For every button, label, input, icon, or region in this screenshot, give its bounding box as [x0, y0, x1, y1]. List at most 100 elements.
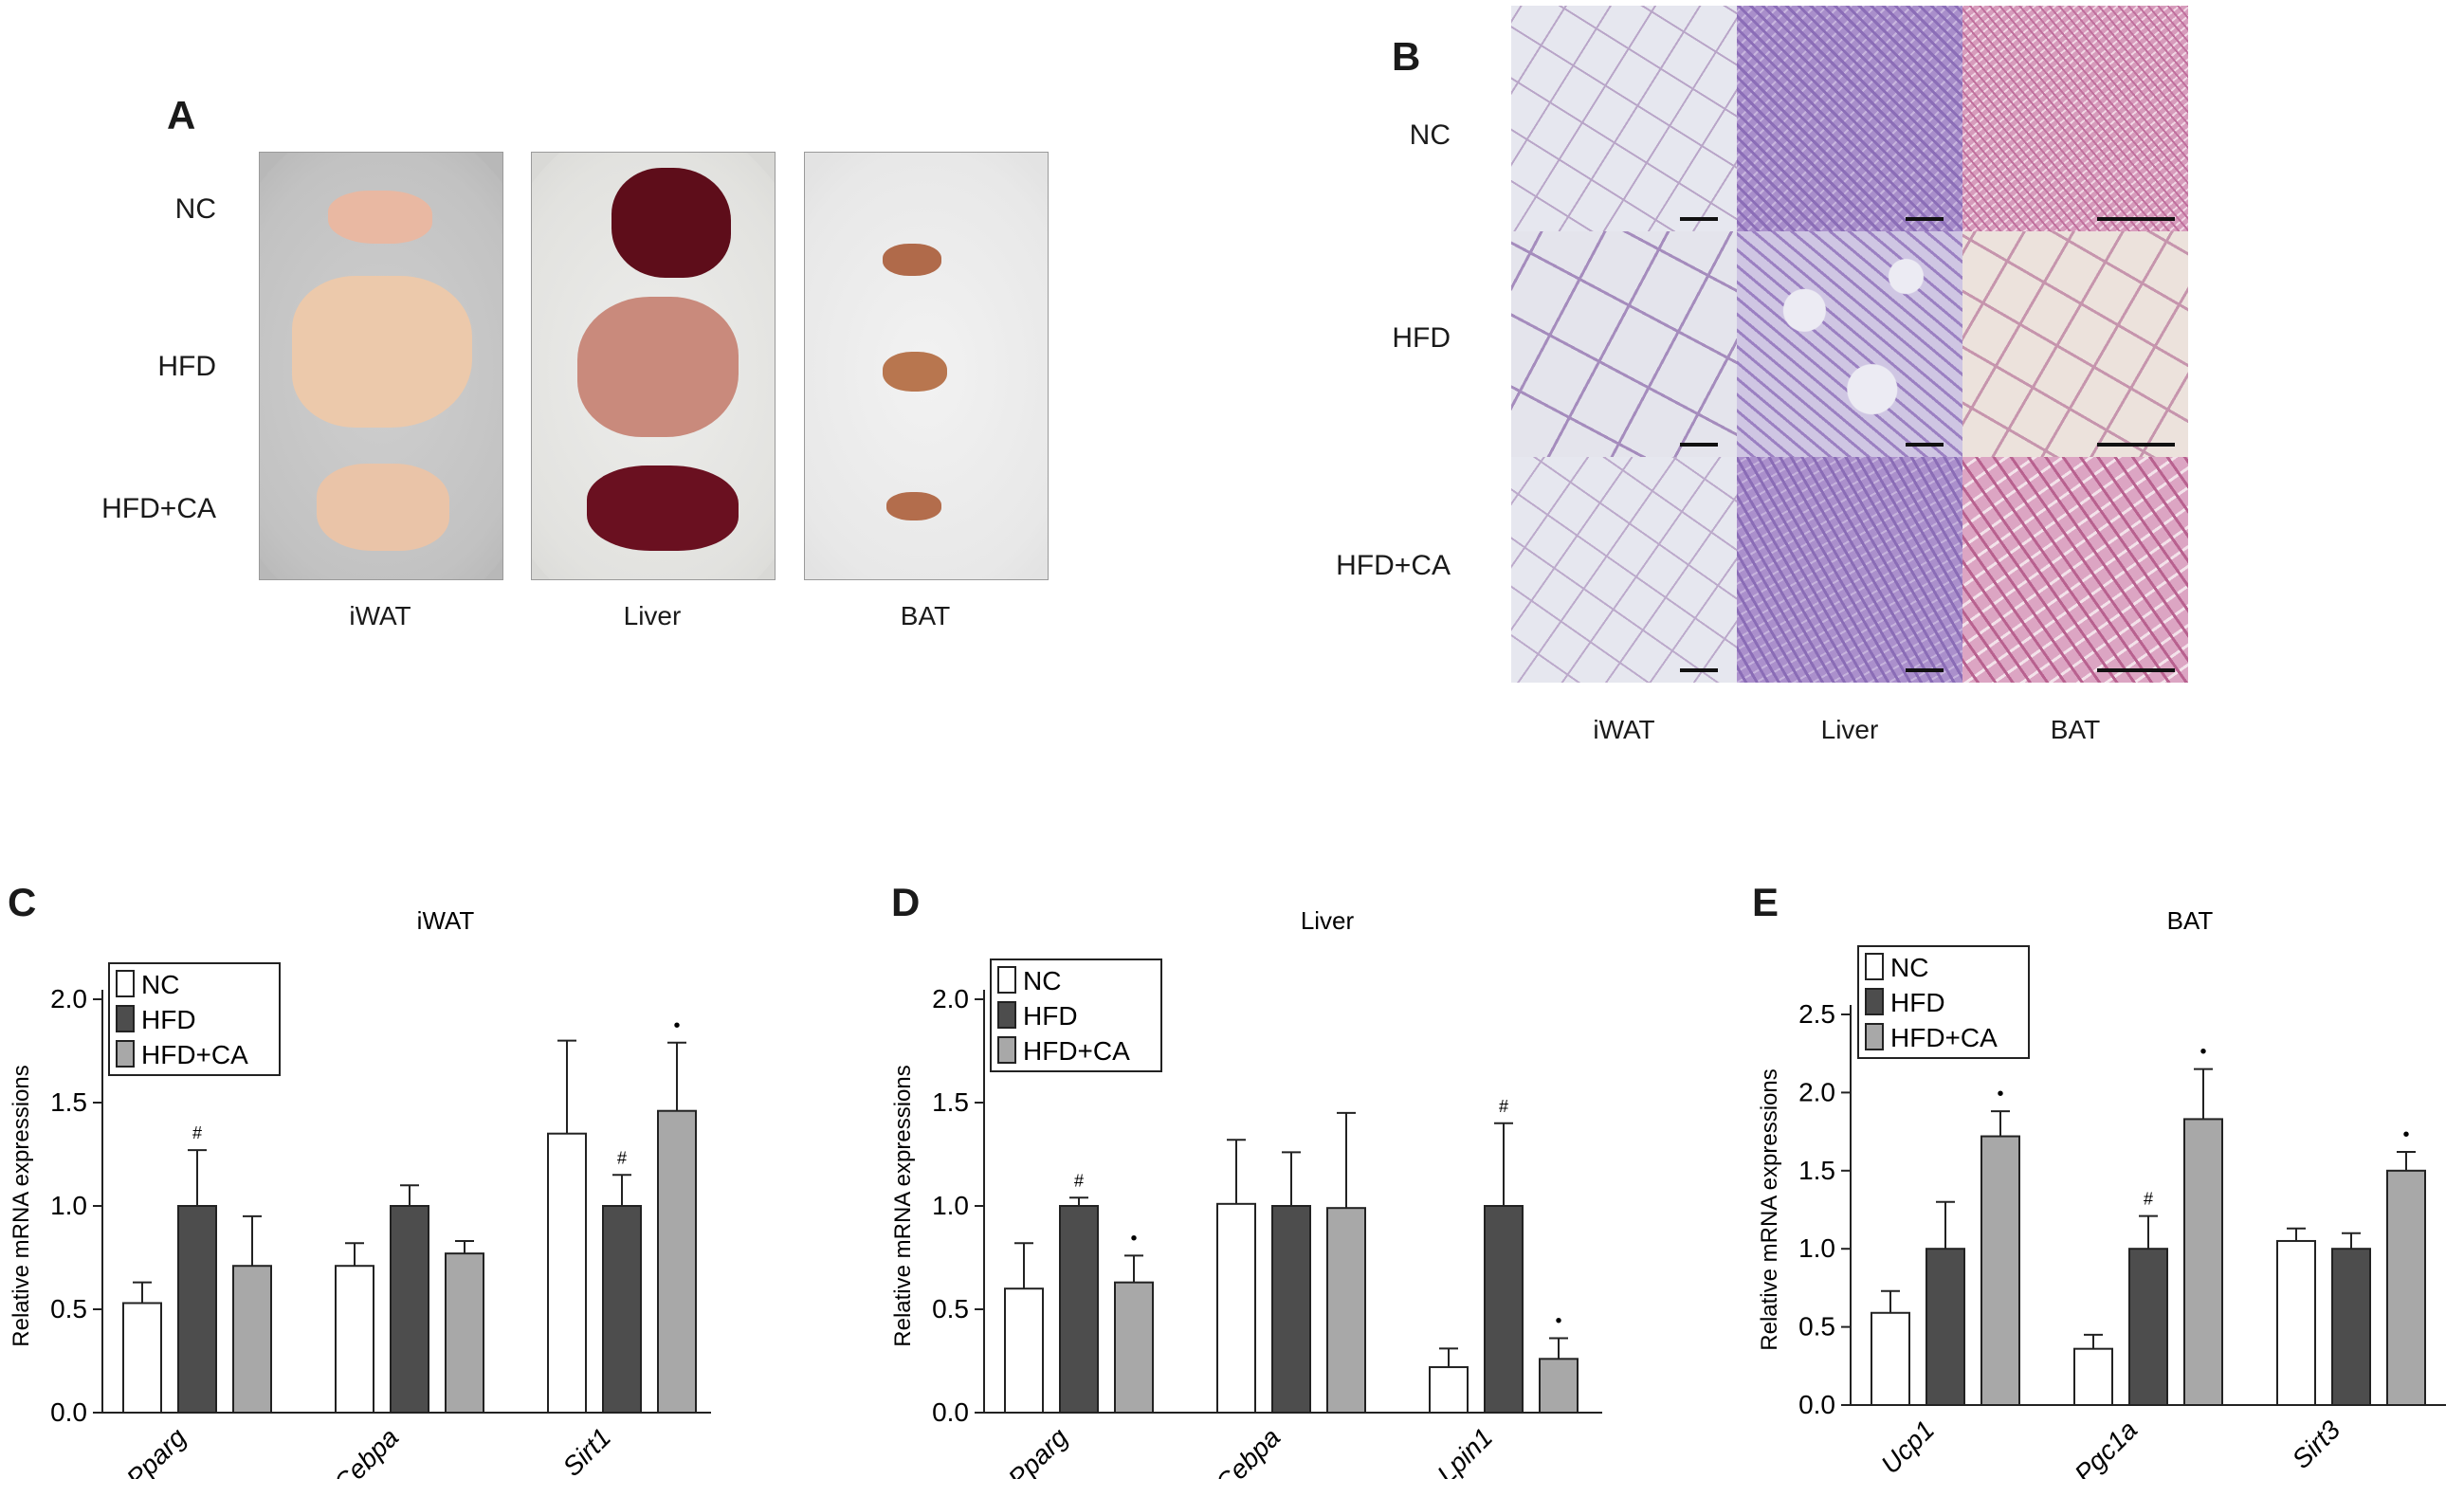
photo-bat	[804, 152, 1049, 580]
significance-mark: #	[192, 1123, 202, 1142]
scale-bar	[1680, 217, 1718, 221]
panel-a-row-label-nc: NC	[174, 193, 216, 225]
significance-mark: #	[2144, 1190, 2153, 1209]
tissue-iwat-hfd-ca	[317, 464, 449, 551]
panel-b-row-label-nc: NC	[1409, 119, 1451, 151]
bar	[232, 1265, 272, 1414]
scale-bar	[1906, 443, 1944, 447]
legend-label: HFD	[1023, 1001, 1078, 1031]
y-tick-label: 1.0	[50, 1191, 87, 1220]
panel-c-label: C	[8, 880, 37, 924]
bar	[1216, 1202, 1256, 1414]
tissue-bat-hfd	[883, 352, 947, 392]
scale-bar	[2097, 668, 2175, 672]
chart-iwat: iWAT Relative mRNA expressions 0.0 0.5 1.0 1.…	[9, 906, 711, 1479]
y-tick-label: 0.5	[1798, 1312, 1835, 1342]
scale-bar	[1906, 217, 1944, 221]
legend-box	[990, 958, 1162, 1072]
chart-bat: BAT Relative mRNA expressions 0.0 0.5 1.0 1.5…	[1757, 906, 2446, 1479]
panel-e-label: E	[1752, 880, 1780, 924]
panel-d-label: D	[891, 880, 921, 924]
panel-a-row-label-hfd: HFD	[157, 351, 216, 382]
tissue-bat-nc	[883, 244, 941, 276]
bar	[122, 1302, 162, 1414]
y-axis-label: Relative mRNA expressions	[1757, 1068, 1782, 1350]
x-tick-label: Cebpa	[1210, 1422, 1286, 1479]
y-tick-label: 2.5	[1798, 999, 1835, 1029]
bar	[335, 1265, 374, 1414]
y-tick-label: 1.0	[1798, 1233, 1835, 1263]
legend-label: HFD	[1890, 988, 1945, 1017]
bar	[1871, 1311, 1910, 1407]
chart-title: iWAT	[417, 906, 475, 935]
y-tick-label: 2.0	[50, 984, 87, 1013]
bar	[547, 1132, 587, 1414]
bar	[177, 1205, 217, 1414]
bar	[390, 1205, 429, 1414]
x-tick-label: Lpin1	[1432, 1422, 1498, 1479]
bar	[1926, 1248, 1965, 1407]
significance-mark: •	[1997, 1084, 2003, 1104]
tissue-bat-hfd-ca	[886, 492, 941, 520]
x-tick-label: Ucp1	[1875, 1415, 1940, 1479]
significance-mark: #	[1499, 1097, 1508, 1116]
chart-title: BAT	[2167, 906, 2214, 935]
histology-bat-hfd	[1962, 231, 2188, 457]
legend-swatch	[1865, 988, 1884, 1015]
significance-mark: •	[2402, 1124, 2409, 1145]
legend-swatch	[116, 1040, 135, 1068]
bar	[1059, 1205, 1099, 1414]
bar	[602, 1205, 642, 1414]
y-tick-label: 2.0	[1798, 1077, 1835, 1106]
legend-box	[108, 962, 281, 1076]
bar	[2073, 1347, 2113, 1406]
y-tick-label: 1.5	[932, 1087, 969, 1117]
x-tick-label: Pparg	[1002, 1422, 1073, 1479]
histology-iwat-hfd	[1511, 231, 1737, 457]
legend-label: NC	[1023, 966, 1061, 995]
y-tick-label: 0.0	[1798, 1390, 1835, 1419]
bar	[445, 1252, 484, 1415]
panel-b-label: B	[1392, 34, 1421, 79]
photo-iwat	[259, 152, 503, 580]
bar	[1539, 1358, 1579, 1415]
photo-liver	[531, 152, 776, 580]
scale-bar	[1680, 443, 1718, 447]
panel-a-col-label-iwat: iWAT	[349, 601, 411, 630]
panel-a-label: A	[167, 93, 196, 137]
tissue-iwat-nc	[328, 191, 432, 244]
y-tick-label: 0.5	[932, 1294, 969, 1324]
scale-bar	[2097, 217, 2175, 221]
panel-a-row-label-hfd-ca: HFD+CA	[101, 493, 216, 524]
x-tick-label: Cebpa	[328, 1422, 404, 1479]
bar	[2128, 1248, 2168, 1407]
bar	[2386, 1169, 2426, 1406]
histology-bat-hfd-ca	[1962, 457, 2188, 683]
chart-liver: Liver Relative mRNA expressions 0.0 0.5 1.0 1…	[890, 906, 1602, 1479]
panel-a-col-label-liver: Liver	[623, 601, 682, 630]
scale-bar	[1680, 668, 1718, 672]
tissue-liver-hfd	[577, 297, 739, 437]
bar	[1114, 1281, 1154, 1414]
legend-swatch	[997, 966, 1016, 994]
histology-liver-nc	[1737, 6, 1962, 231]
panel-b-row-label-hfd-ca: HFD+CA	[1336, 550, 1451, 581]
legend-swatch	[997, 1036, 1016, 1064]
x-tick-label: Pgc1a	[2069, 1415, 2143, 1479]
panel-b-col-label-liver: Liver	[1820, 715, 1879, 744]
y-tick-label: 1.0	[932, 1191, 969, 1220]
significance-mark: •	[1130, 1228, 1137, 1249]
y-tick-label: 0.5	[50, 1294, 87, 1324]
panel-b-col-label-bat: BAT	[2050, 715, 2101, 744]
panel-a-col-label-bat: BAT	[900, 601, 951, 630]
x-tick-label: Sirt3	[2287, 1415, 2346, 1474]
legend-label: HFD	[141, 1005, 196, 1034]
legend-swatch	[116, 1005, 135, 1032]
panel-b-row-label-hfd: HFD	[1392, 322, 1451, 354]
bar	[1484, 1205, 1524, 1414]
legend-label: HFD+CA	[141, 1040, 248, 1069]
bar	[1004, 1287, 1044, 1415]
legend-swatch	[116, 970, 135, 997]
y-tick-label: 1.5	[50, 1087, 87, 1117]
y-tick-label: 1.5	[1798, 1156, 1835, 1185]
